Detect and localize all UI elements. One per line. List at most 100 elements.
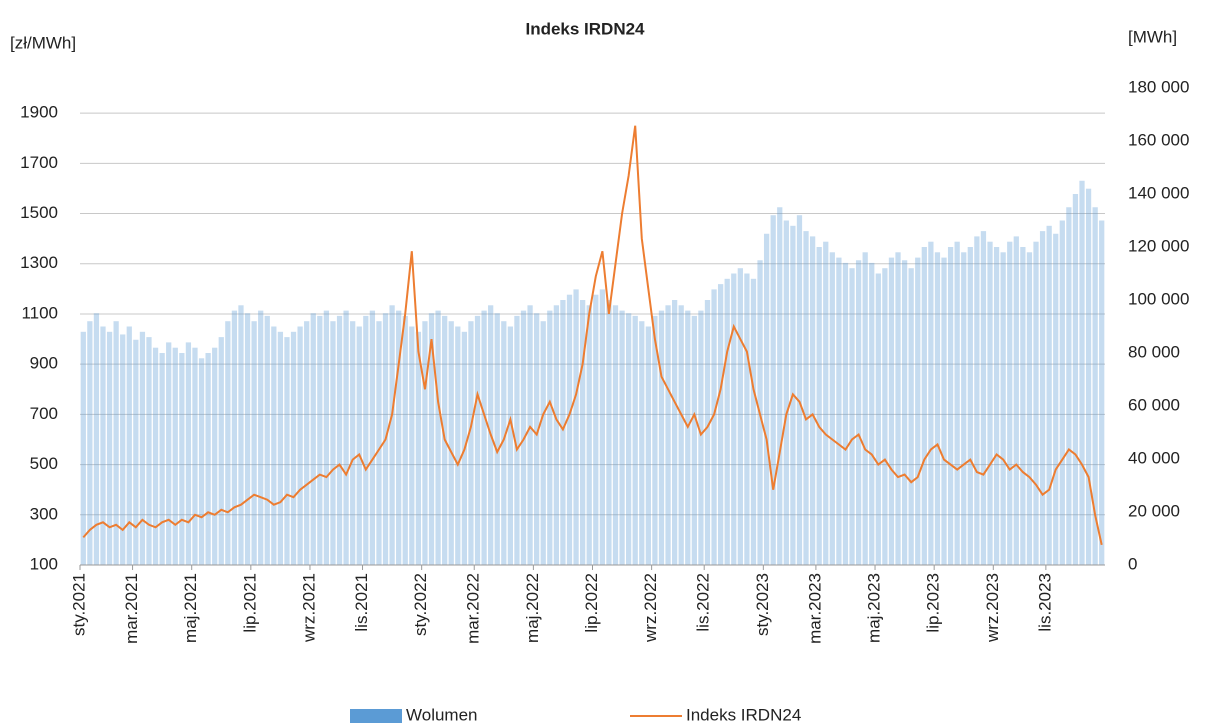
bar bbox=[823, 241, 829, 565]
bar bbox=[159, 353, 165, 565]
bar bbox=[928, 241, 934, 565]
bar bbox=[974, 236, 980, 565]
legend-label: Indeks IRDN24 bbox=[686, 705, 801, 724]
bar bbox=[547, 310, 553, 565]
bar bbox=[836, 257, 842, 565]
bar bbox=[573, 289, 579, 565]
bar bbox=[1020, 247, 1026, 565]
bar bbox=[540, 321, 546, 565]
bar bbox=[908, 268, 914, 565]
bar bbox=[586, 305, 592, 565]
bar bbox=[218, 337, 224, 565]
bar bbox=[481, 310, 487, 565]
bar bbox=[1000, 252, 1006, 566]
bar bbox=[580, 300, 586, 565]
bar bbox=[967, 247, 973, 565]
bar bbox=[534, 313, 540, 565]
bar bbox=[750, 278, 757, 565]
bar bbox=[1026, 252, 1033, 566]
bar bbox=[612, 305, 619, 565]
bar bbox=[284, 337, 290, 565]
bar bbox=[106, 331, 113, 565]
bar bbox=[888, 257, 895, 565]
bar bbox=[238, 305, 244, 565]
bar bbox=[763, 233, 770, 565]
y2-tick-label: 160 000 bbox=[1128, 130, 1189, 149]
bar bbox=[87, 321, 93, 565]
y2-tick-label: 20 000 bbox=[1128, 501, 1180, 520]
bar bbox=[172, 347, 178, 565]
bar bbox=[80, 331, 86, 565]
bar bbox=[915, 257, 921, 565]
bar bbox=[1099, 220, 1105, 565]
bar bbox=[225, 321, 231, 565]
bar bbox=[422, 321, 428, 565]
bar bbox=[1085, 188, 1092, 565]
y2-tick-label: 60 000 bbox=[1128, 395, 1180, 414]
bar bbox=[961, 252, 967, 566]
bar bbox=[895, 252, 901, 566]
y2-axis-label: [MWh] bbox=[1128, 27, 1177, 46]
bar bbox=[809, 236, 816, 565]
bar bbox=[198, 358, 205, 565]
bar bbox=[704, 300, 711, 565]
bar bbox=[770, 215, 776, 565]
bar bbox=[93, 313, 100, 565]
y2-tick-label: 180 000 bbox=[1128, 77, 1189, 96]
x-tick-label: sty.2023 bbox=[753, 573, 772, 636]
bar bbox=[803, 231, 809, 565]
bar bbox=[1007, 241, 1013, 565]
bar bbox=[527, 305, 533, 565]
bar bbox=[258, 310, 264, 565]
bar bbox=[330, 321, 336, 565]
bar bbox=[290, 331, 297, 565]
bar bbox=[980, 231, 987, 565]
bar bbox=[415, 331, 422, 565]
bar bbox=[428, 313, 435, 565]
bar bbox=[941, 257, 947, 565]
y-axis-label: [zł/MWh] bbox=[10, 33, 76, 52]
bar bbox=[152, 347, 159, 565]
bar bbox=[783, 220, 789, 565]
y2-tick-label: 140 000 bbox=[1128, 183, 1189, 202]
bar bbox=[244, 313, 251, 565]
y-tick-label: 1700 bbox=[20, 153, 58, 172]
bar bbox=[869, 262, 875, 565]
bar bbox=[724, 278, 730, 565]
bar bbox=[665, 305, 671, 565]
x-tick-label: maj.2021 bbox=[181, 573, 200, 643]
bar bbox=[842, 262, 849, 565]
bar bbox=[632, 315, 638, 565]
bar bbox=[205, 353, 211, 565]
bar bbox=[448, 321, 454, 565]
bar bbox=[323, 310, 330, 565]
bar bbox=[179, 353, 185, 565]
bar bbox=[231, 310, 238, 565]
bar bbox=[862, 252, 868, 566]
x-tick-label: maj.2022 bbox=[523, 573, 542, 643]
x-tick-label: wrz.2023 bbox=[983, 573, 1002, 643]
x-tick-label: lis.2022 bbox=[694, 573, 713, 632]
bar bbox=[369, 310, 376, 565]
bar bbox=[593, 294, 599, 565]
bar bbox=[934, 252, 941, 566]
bar bbox=[993, 247, 1000, 565]
bar bbox=[264, 315, 270, 565]
bar bbox=[376, 321, 382, 565]
bar bbox=[468, 321, 474, 565]
bar bbox=[678, 305, 684, 565]
x-tick-label: wrz.2021 bbox=[299, 573, 318, 643]
bar bbox=[139, 331, 146, 565]
bar bbox=[921, 247, 927, 565]
bar bbox=[507, 326, 513, 565]
bar bbox=[396, 310, 402, 565]
bar bbox=[901, 260, 908, 565]
x-tick-label: wrz.2022 bbox=[641, 573, 660, 643]
bar bbox=[882, 268, 888, 565]
bar bbox=[120, 334, 126, 565]
bar bbox=[566, 294, 573, 565]
bar bbox=[1072, 194, 1079, 565]
legend-swatch bbox=[350, 709, 402, 723]
bar bbox=[455, 326, 461, 565]
bar bbox=[711, 289, 717, 565]
